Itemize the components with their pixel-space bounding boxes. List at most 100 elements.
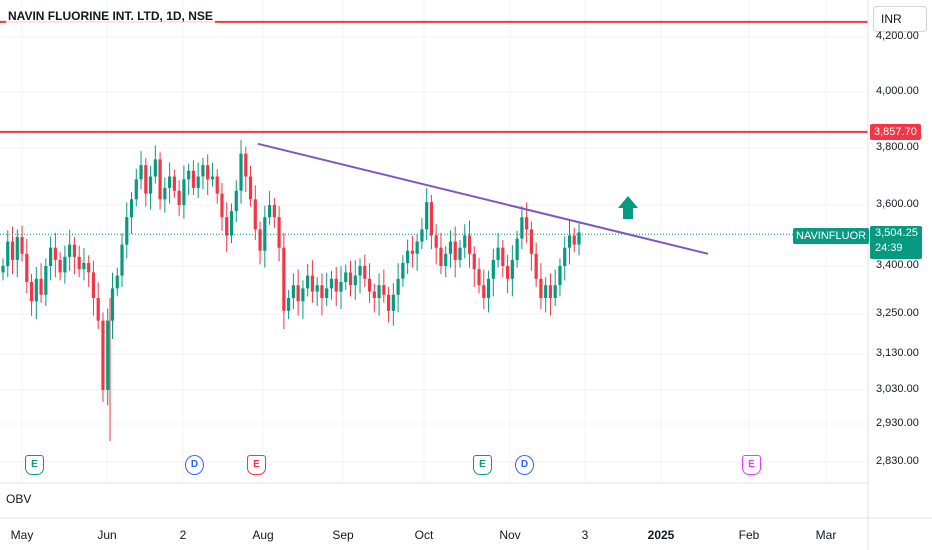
candle-body[interactable] [505, 266, 510, 279]
candle-body[interactable] [125, 217, 129, 245]
candle-body[interactable] [44, 266, 48, 295]
candle-body[interactable] [525, 217, 529, 230]
candle-body[interactable] [168, 176, 172, 188]
candle-body[interactable] [420, 229, 424, 242]
candle-body[interactable] [425, 202, 429, 230]
candle-body[interactable] [429, 202, 434, 236]
candle-body[interactable] [510, 259, 514, 279]
earnings-event-badge[interactable]: E [473, 455, 492, 475]
candle-body[interactable] [448, 241, 453, 254]
candle-body[interactable] [77, 256, 81, 270]
candle-body[interactable] [463, 235, 467, 248]
candle-body[interactable] [344, 272, 348, 282]
candle-body[interactable] [110, 288, 115, 321]
candle-body[interactable] [53, 247, 57, 260]
candle-body[interactable] [553, 285, 557, 298]
candle-body[interactable] [315, 285, 319, 292]
candle-body[interactable] [206, 165, 210, 180]
candle-body[interactable] [172, 176, 176, 191]
candle-body[interactable] [229, 211, 234, 236]
candle-body[interactable] [134, 179, 138, 200]
candle-body[interactable] [477, 269, 481, 286]
candle-body[interactable] [486, 278, 491, 298]
candle-body[interactable] [177, 190, 181, 205]
candle-body[interactable] [282, 247, 286, 311]
candle-body[interactable] [529, 229, 533, 254]
candle-body[interactable] [296, 285, 300, 302]
candles[interactable] [1, 139, 581, 442]
candle-body[interactable] [391, 294, 395, 311]
candle-body[interactable] [467, 235, 472, 254]
candle-body[interactable] [148, 176, 153, 194]
candle-body[interactable] [539, 278, 543, 298]
up-arrow-annotation[interactable] [618, 196, 638, 219]
candle-body[interactable] [515, 238, 519, 260]
candle-body[interactable] [458, 247, 462, 260]
candle-body[interactable] [49, 247, 53, 266]
candle-body[interactable] [567, 235, 572, 248]
candle-body[interactable] [325, 288, 329, 298]
candle-body[interactable] [258, 229, 262, 251]
candle-body[interactable] [434, 235, 438, 248]
candle-body[interactable] [496, 247, 500, 260]
candle-body[interactable] [58, 259, 62, 273]
candle-body[interactable] [248, 176, 253, 200]
candle-body[interactable] [563, 247, 567, 266]
candle-body[interactable] [120, 244, 124, 276]
candle-body[interactable] [277, 217, 281, 248]
horizontal-levels[interactable] [0, 20, 868, 133]
trendline[interactable] [257, 142, 709, 255]
candle-body[interactable] [415, 241, 419, 254]
candle-body[interactable] [144, 165, 148, 194]
candle-body[interactable] [196, 176, 200, 188]
candle-body[interactable] [91, 272, 96, 298]
candle-body[interactable] [225, 217, 229, 236]
candle-body[interactable] [306, 275, 310, 289]
candle-body[interactable] [25, 253, 29, 282]
candle-body[interactable] [106, 320, 110, 390]
candle-body[interactable] [87, 262, 91, 273]
currency-button[interactable]: INR [873, 6, 927, 32]
candle-body[interactable] [29, 282, 34, 302]
candle-body[interactable] [10, 241, 15, 260]
candle-body[interactable] [163, 187, 167, 200]
dividend-event-badge[interactable]: D [515, 455, 534, 475]
candle-body[interactable] [158, 159, 162, 200]
candle-body[interactable] [239, 153, 243, 191]
earnings-event-badge[interactable]: E [25, 455, 44, 475]
candle-body[interactable] [310, 275, 315, 292]
candle-body[interactable] [39, 278, 43, 295]
candle-body[interactable] [34, 278, 38, 302]
candle-body[interactable] [534, 253, 538, 279]
candle-body[interactable] [348, 272, 353, 286]
candle-body[interactable] [410, 250, 414, 254]
candle-body[interactable] [291, 285, 295, 298]
candle-body[interactable] [372, 291, 376, 298]
candle-body[interactable] [253, 199, 257, 230]
candle-body[interactable] [153, 159, 157, 177]
candle-body[interactable] [491, 259, 495, 279]
candle-body[interactable] [439, 247, 443, 266]
candle-body[interactable] [558, 266, 562, 286]
candle-body[interactable] [520, 217, 524, 239]
candle-body[interactable] [320, 285, 324, 298]
candle-body[interactable] [472, 253, 476, 270]
candle-body[interactable] [182, 179, 186, 205]
candle-body[interactable] [72, 244, 77, 257]
candle-body[interactable] [401, 262, 405, 279]
candle-body[interactable] [272, 205, 276, 218]
candle-body[interactable] [63, 256, 67, 273]
candle-body[interactable] [363, 266, 367, 279]
candle-body[interactable] [444, 253, 448, 266]
candle-body[interactable] [548, 285, 553, 298]
candle-body[interactable] [201, 165, 205, 177]
candle-body[interactable] [1, 266, 5, 273]
candle-body[interactable] [215, 176, 219, 194]
candle-body[interactable] [68, 244, 72, 257]
earnings-event-badge[interactable]: E [247, 455, 266, 475]
candle-body[interactable] [453, 241, 457, 260]
candle-body[interactable] [334, 278, 338, 292]
candle-body[interactable] [329, 278, 334, 289]
candle-body[interactable] [544, 285, 548, 298]
candle-body[interactable] [382, 285, 386, 295]
